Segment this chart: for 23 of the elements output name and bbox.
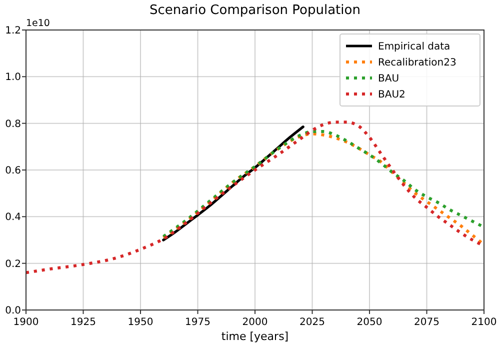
- y-tick-label: 0.6: [5, 166, 21, 176]
- x-tick-label: 1950: [128, 317, 154, 328]
- chart-title: Scenario Comparison Population: [150, 3, 360, 18]
- legend-label: BAU: [378, 74, 400, 84]
- x-tick-label: 1975: [185, 317, 210, 328]
- x-tick-label: 2000: [242, 317, 268, 328]
- y-tick-label: 0.4: [5, 212, 21, 224]
- x-tick-label: 2025: [300, 317, 325, 328]
- y-tick-label: 1.0: [5, 72, 21, 84]
- y-tick-label: 0.0: [5, 306, 21, 316]
- x-tick-label: 2050: [356, 317, 382, 328]
- legend-label: BAU2: [378, 90, 406, 100]
- legend-label: Empirical data: [378, 42, 450, 52]
- text: 1e10: [26, 18, 50, 29]
- y-tick-label: 1.2: [5, 26, 21, 36]
- x-tick-label: 1900: [13, 317, 39, 328]
- y-tick-label: 0.8: [5, 118, 21, 130]
- x-tick-label: 2075: [414, 317, 440, 328]
- x-tick-label: 2100: [471, 317, 497, 328]
- legend-label: Recalibration23: [378, 58, 456, 68]
- x-axis-title: time [years]: [221, 330, 289, 343]
- x-tick-label: 1925: [70, 317, 96, 328]
- y-tick-label: 0.2: [5, 258, 21, 270]
